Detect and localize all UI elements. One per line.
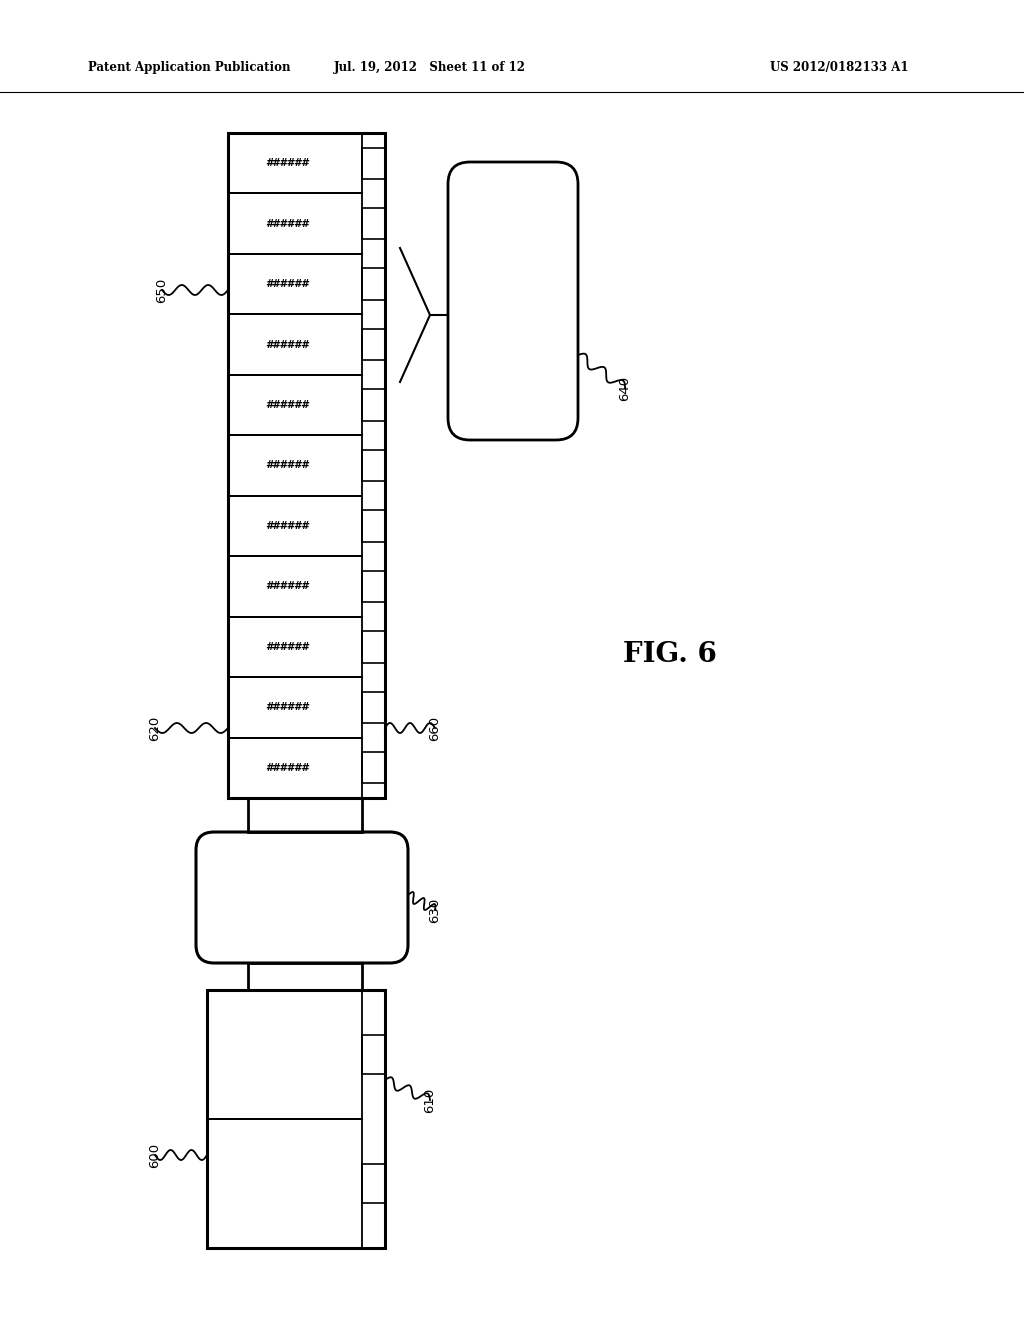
Bar (228, 496, 362, 556)
Bar (228, 314, 362, 375)
Bar (362, 450, 385, 482)
Text: ######: ###### (265, 219, 308, 228)
Text: ######: ###### (265, 581, 308, 591)
Bar (228, 556, 362, 616)
Text: 630: 630 (428, 898, 441, 923)
Text: Patent Application Publication: Patent Application Publication (88, 62, 291, 74)
Bar (228, 616, 362, 677)
Bar (362, 631, 385, 663)
Bar (362, 329, 385, 360)
Text: 610: 610 (424, 1088, 436, 1113)
Bar (248, 964, 362, 990)
Bar (248, 799, 362, 832)
Bar (207, 990, 385, 1247)
Text: 600: 600 (148, 1142, 162, 1168)
Text: Jul. 19, 2012   Sheet 11 of 12: Jul. 19, 2012 Sheet 11 of 12 (334, 62, 526, 74)
Text: ######: ###### (265, 763, 308, 772)
Bar (228, 194, 362, 253)
Bar (362, 209, 385, 239)
Text: 660: 660 (428, 715, 441, 741)
Bar (228, 436, 362, 496)
Bar (228, 133, 385, 799)
Bar (228, 133, 362, 194)
Text: US 2012/0182133 A1: US 2012/0182133 A1 (770, 62, 908, 74)
Text: ######: ###### (265, 339, 308, 350)
Bar (228, 253, 362, 314)
Bar (362, 268, 385, 300)
Bar (228, 677, 362, 738)
Bar (362, 692, 385, 723)
Text: 620: 620 (148, 715, 162, 741)
Text: ######: ###### (265, 521, 308, 531)
Bar (228, 738, 362, 799)
Bar (207, 990, 362, 1119)
Text: ######: ###### (265, 461, 308, 470)
Bar (362, 389, 385, 421)
Bar (362, 570, 385, 602)
Bar (362, 511, 385, 541)
Text: 650: 650 (156, 277, 169, 302)
Text: ######: ###### (265, 702, 308, 713)
Bar (228, 375, 362, 436)
Text: ######: ###### (265, 158, 308, 168)
Text: ######: ###### (265, 279, 308, 289)
Text: ######: ###### (265, 642, 308, 652)
Text: FIG. 6: FIG. 6 (623, 642, 717, 668)
Bar (362, 148, 385, 180)
Bar (362, 752, 385, 784)
Bar (362, 1164, 385, 1203)
Text: ######: ###### (265, 400, 308, 411)
Text: 640: 640 (618, 375, 632, 400)
Bar (362, 1035, 385, 1074)
Bar (207, 1119, 362, 1247)
